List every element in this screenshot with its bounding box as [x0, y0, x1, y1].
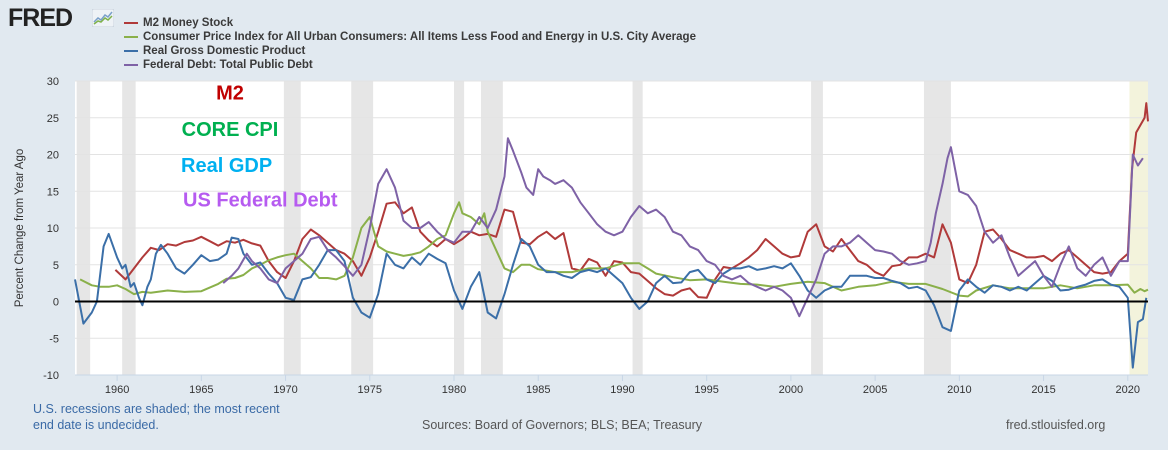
annotation-label: Real GDP	[181, 155, 272, 177]
series-line-federal-debt-total-public-debt[interactable]	[222, 137, 1144, 318]
legend-label: Consumer Price Index for All Urban Consu…	[143, 31, 696, 43]
y-tick-label: -10	[43, 370, 59, 382]
annotation-label: CORE CPI	[182, 119, 279, 141]
chart-legend: M2 Money Stock Consumer Price Index for …	[124, 16, 696, 72]
legend-label: M2 Money Stock	[143, 17, 234, 29]
series-lines	[74, 102, 1149, 369]
x-tick-label: 1965	[189, 384, 213, 396]
recession-note-line1: U.S. recessions are shaded; the most rec…	[33, 402, 280, 416]
x-tick-label: 1995	[694, 384, 718, 396]
y-tick-label: 25	[47, 113, 59, 125]
recession-note-line2: end date is undecided.	[33, 418, 159, 432]
legend-item-m2[interactable]: M2 Money Stock	[124, 16, 696, 30]
x-tick-label: 1985	[526, 384, 550, 396]
y-tick-label: 20	[47, 150, 59, 162]
series-line-core-cpi[interactable]	[79, 201, 1149, 298]
recession-note: U.S. recessions are shaded; the most rec…	[33, 401, 333, 433]
y-tick-label: 30	[47, 76, 59, 88]
x-tick-label: 2005	[863, 384, 887, 396]
x-tick-label: 1970	[273, 384, 297, 396]
x-tick-label: 2000	[779, 384, 803, 396]
y-tick-label: 10	[47, 223, 59, 235]
x-tick-label: 1990	[610, 384, 634, 396]
annotation-label: M2	[216, 82, 244, 104]
legend-swatch	[124, 50, 138, 52]
y-axis-ticks: -10 -5 0 5 10 15 20 25 30	[43, 76, 59, 382]
x-tick-label: 1975	[358, 384, 382, 396]
x-tick-label: 2020	[1116, 384, 1140, 396]
series-line-real-gdp[interactable]	[74, 232, 1148, 369]
annotation-label: US Federal Debt	[183, 190, 338, 212]
y-tick-label: 0	[53, 297, 59, 309]
line-chart-icon	[92, 9, 114, 27]
annotations: M2 CORE CPI Real GDP US Federal Debt	[181, 82, 338, 211]
site-link[interactable]: fred.stlouisfed.org	[1006, 418, 1106, 432]
legend-item-real-gdp[interactable]: Real Gross Domestic Product	[124, 44, 696, 58]
y-tick-label: 15	[47, 186, 59, 198]
sources-text: Sources: Board of Governors; BLS; BEA; T…	[422, 418, 702, 432]
y-tick-label: 5	[53, 260, 59, 272]
legend-item-federal-debt[interactable]: Federal Debt: Total Public Debt	[124, 58, 696, 72]
legend-swatch	[124, 64, 138, 66]
fred-logo[interactable]: FRED	[8, 4, 73, 32]
legend-item-core-cpi[interactable]: Consumer Price Index for All Urban Consu…	[124, 30, 696, 44]
legend-label: Federal Debt: Total Public Debt	[143, 59, 313, 71]
x-tick-label: 2010	[947, 384, 971, 396]
x-axis-ticks: 1960 1965 1970 1975 1980 1985 1990 1995 2000 2005…	[105, 375, 1140, 396]
y-tick-label: -5	[49, 333, 59, 345]
y-axis-title: Percent Change from Year Ago	[14, 149, 26, 308]
legend-swatch	[124, 22, 138, 24]
x-tick-label: 1980	[442, 384, 466, 396]
x-tick-label: 1960	[105, 384, 129, 396]
x-tick-label: 2015	[1031, 384, 1055, 396]
legend-label: Real Gross Domestic Product	[143, 45, 306, 57]
legend-swatch	[124, 36, 138, 38]
